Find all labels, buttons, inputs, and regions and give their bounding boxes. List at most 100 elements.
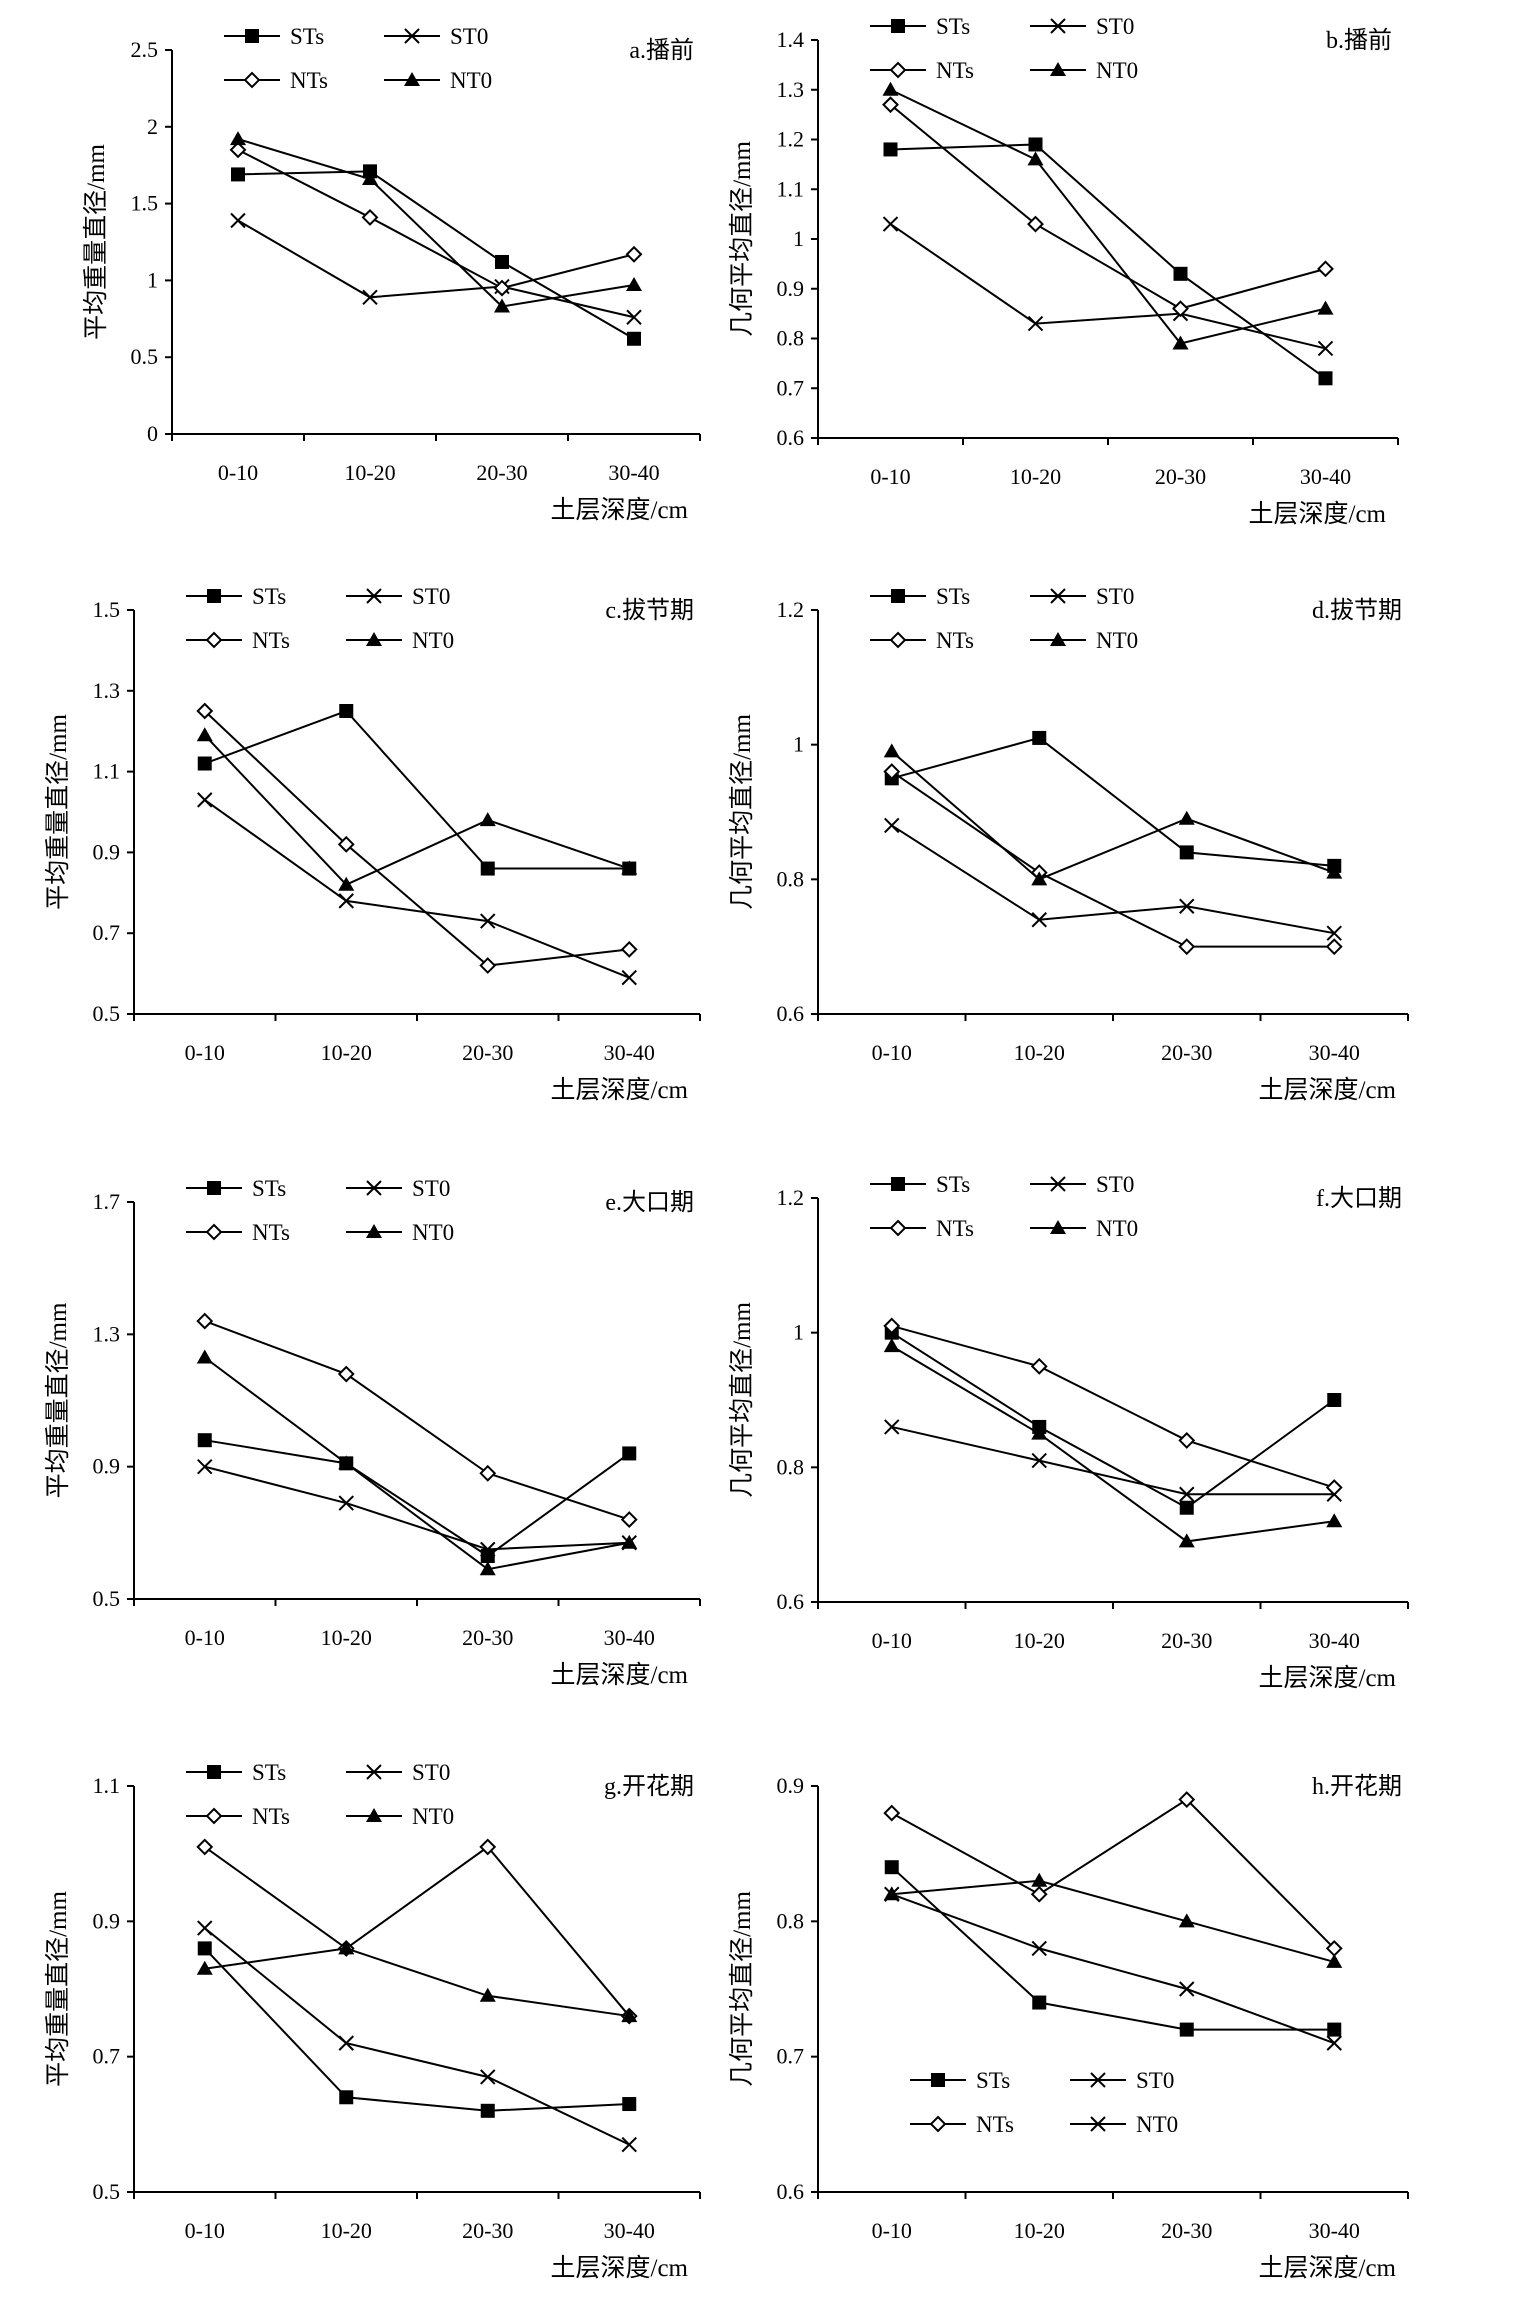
legend-marker-square xyxy=(207,1765,221,1779)
legend-label: NTs xyxy=(252,1220,290,1245)
y-tick-label: 0.5 xyxy=(93,1001,121,1026)
legend-label: NTs xyxy=(936,58,974,83)
legend-label: NTs xyxy=(976,2112,1014,2137)
x-axis-title: 土层深度/cm xyxy=(1249,500,1387,528)
chart-panel-f: 0.6 0.8 1 1.2 0-10 10-20 20-30 30-40 土层深度/cm 几何平均… xyxy=(728,1172,1409,1692)
y-axis-title: 平均重量直径/mm xyxy=(44,1891,72,2087)
series-line-st0 xyxy=(891,1425,1335,1496)
legend-label: STs xyxy=(290,24,324,49)
series-line-nts xyxy=(204,710,630,967)
series-line-sts xyxy=(204,1947,630,2112)
y-tick-label: 0 xyxy=(147,421,158,446)
series-line-sts xyxy=(237,170,635,340)
legend-item-nts: NTs xyxy=(870,628,974,653)
legend-item-st0: ST0 xyxy=(346,1176,450,1201)
legend-item-nt0: NT0 xyxy=(1030,1216,1138,1241)
legend-marker-square xyxy=(245,29,259,43)
data-point-st0 xyxy=(1031,1940,1047,1957)
data-point-nt0 xyxy=(626,277,642,292)
data-point-st0 xyxy=(480,2069,496,2085)
data-point-st0 xyxy=(338,2035,354,2051)
series-line-sts xyxy=(891,736,1335,867)
legend-marker-triangle xyxy=(404,72,420,86)
panel-title: h.开花期 xyxy=(1312,1773,1402,1800)
legend-marker-triangle xyxy=(366,632,382,646)
data-point-nt0 xyxy=(883,1338,900,1353)
y-axis-title: 平均重量直径/mm xyxy=(44,1302,72,1498)
data-point-st0 xyxy=(480,913,496,929)
data-point-st0 xyxy=(1179,1981,1195,1997)
y-axis-title: 几何平均直径/mm xyxy=(728,141,756,337)
data-point-nt0 xyxy=(621,2008,638,2023)
data-point-st0 xyxy=(1317,340,1334,357)
data-point-nts xyxy=(625,245,643,263)
legend-item-sts: STs xyxy=(186,584,286,609)
legend-marker-diamond xyxy=(889,631,907,649)
data-point-nt0 xyxy=(1326,1953,1343,1968)
data-point-nts xyxy=(883,763,901,781)
data-point-nt0 xyxy=(479,1561,496,1576)
data-point-sts xyxy=(883,142,898,157)
legend-marker-diamond xyxy=(929,2115,947,2133)
series-line-nts xyxy=(204,1320,630,1521)
x-tick-label: 0-10 xyxy=(872,2218,912,2243)
y-tick-label: 0.8 xyxy=(777,1454,805,1479)
x-tick-label: 30-40 xyxy=(604,2218,655,2243)
legend-marker-x xyxy=(1090,2072,1106,2088)
data-point-nts xyxy=(229,141,247,159)
y-axis-title: 平均重量直径/mm xyxy=(82,144,110,340)
x-tick-label: 10-20 xyxy=(1010,464,1061,489)
x-axis-title: 土层深度/cm xyxy=(1259,1076,1397,1104)
y-tick-label: 0.5 xyxy=(131,344,159,369)
chart-panel-e: 0.5 0.9 1.3 1.7 0-10 10-20 20-30 30-40 土层深度/cm 平均… xyxy=(44,1176,701,1689)
x-tick-label: 0-10 xyxy=(185,2218,225,2243)
x-tick-label: 0-10 xyxy=(185,1625,225,1650)
data-point-nts xyxy=(196,702,214,720)
y-tick-label: 0.9 xyxy=(777,1773,805,1798)
legend-label: NT0 xyxy=(412,1220,454,1245)
data-point-nts xyxy=(196,1312,214,1330)
legend-marker-square xyxy=(207,1181,221,1195)
series-line-sts xyxy=(890,143,1327,380)
data-point-st0 xyxy=(197,792,213,808)
y-tick-label: 0.6 xyxy=(777,425,805,450)
y-tick-label: 0.7 xyxy=(93,920,121,945)
data-point-nts xyxy=(337,1365,355,1383)
data-point-nt0 xyxy=(1178,1533,1195,1548)
y-tick-label: 1 xyxy=(793,226,804,251)
y-tick-label: 0.8 xyxy=(777,866,805,891)
legend-item-nt0: NT0 xyxy=(346,1804,454,1829)
legend-label: ST0 xyxy=(412,1760,450,1785)
data-point-nt0 xyxy=(1027,151,1044,166)
x-tick-label: 20-30 xyxy=(462,1625,513,1650)
panel-title: e.大口期 xyxy=(605,1189,694,1216)
legend-item-sts: STs xyxy=(910,2068,1010,2093)
legend-item-st0: ST0 xyxy=(346,584,450,609)
data-point-sts xyxy=(1318,371,1333,386)
y-tick-label: 1.2 xyxy=(777,597,805,622)
data-point-sts xyxy=(197,756,212,771)
data-point-st0 xyxy=(338,893,354,909)
data-point-sts xyxy=(1179,1500,1194,1515)
data-point-sts xyxy=(1179,845,1194,860)
data-point-sts xyxy=(884,1860,899,1875)
y-tick-label: 2.5 xyxy=(131,37,159,62)
y-tick-label: 1.1 xyxy=(93,1773,121,1798)
panel-title: b.播前 xyxy=(1326,27,1392,54)
x-tick-label: 0-10 xyxy=(185,1040,225,1065)
data-point-nt0 xyxy=(479,812,496,827)
data-point-nts xyxy=(1325,1479,1343,1496)
data-point-st0 xyxy=(1027,315,1044,332)
data-point-st0 xyxy=(884,1419,900,1435)
data-point-nt0 xyxy=(362,171,378,186)
legend-item-nt0: NT0 xyxy=(1030,58,1138,83)
legend-item-sts: STs xyxy=(870,1172,970,1197)
data-point-nts xyxy=(883,1804,901,1822)
legend-label: ST0 xyxy=(1136,2068,1174,2093)
legend-label: NTs xyxy=(252,628,290,653)
legend-item-st0: ST0 xyxy=(346,1760,450,1785)
legend-item-sts: STs xyxy=(224,24,324,49)
legend-item-st0: ST0 xyxy=(384,24,488,49)
legend-marker-x xyxy=(1050,588,1066,604)
